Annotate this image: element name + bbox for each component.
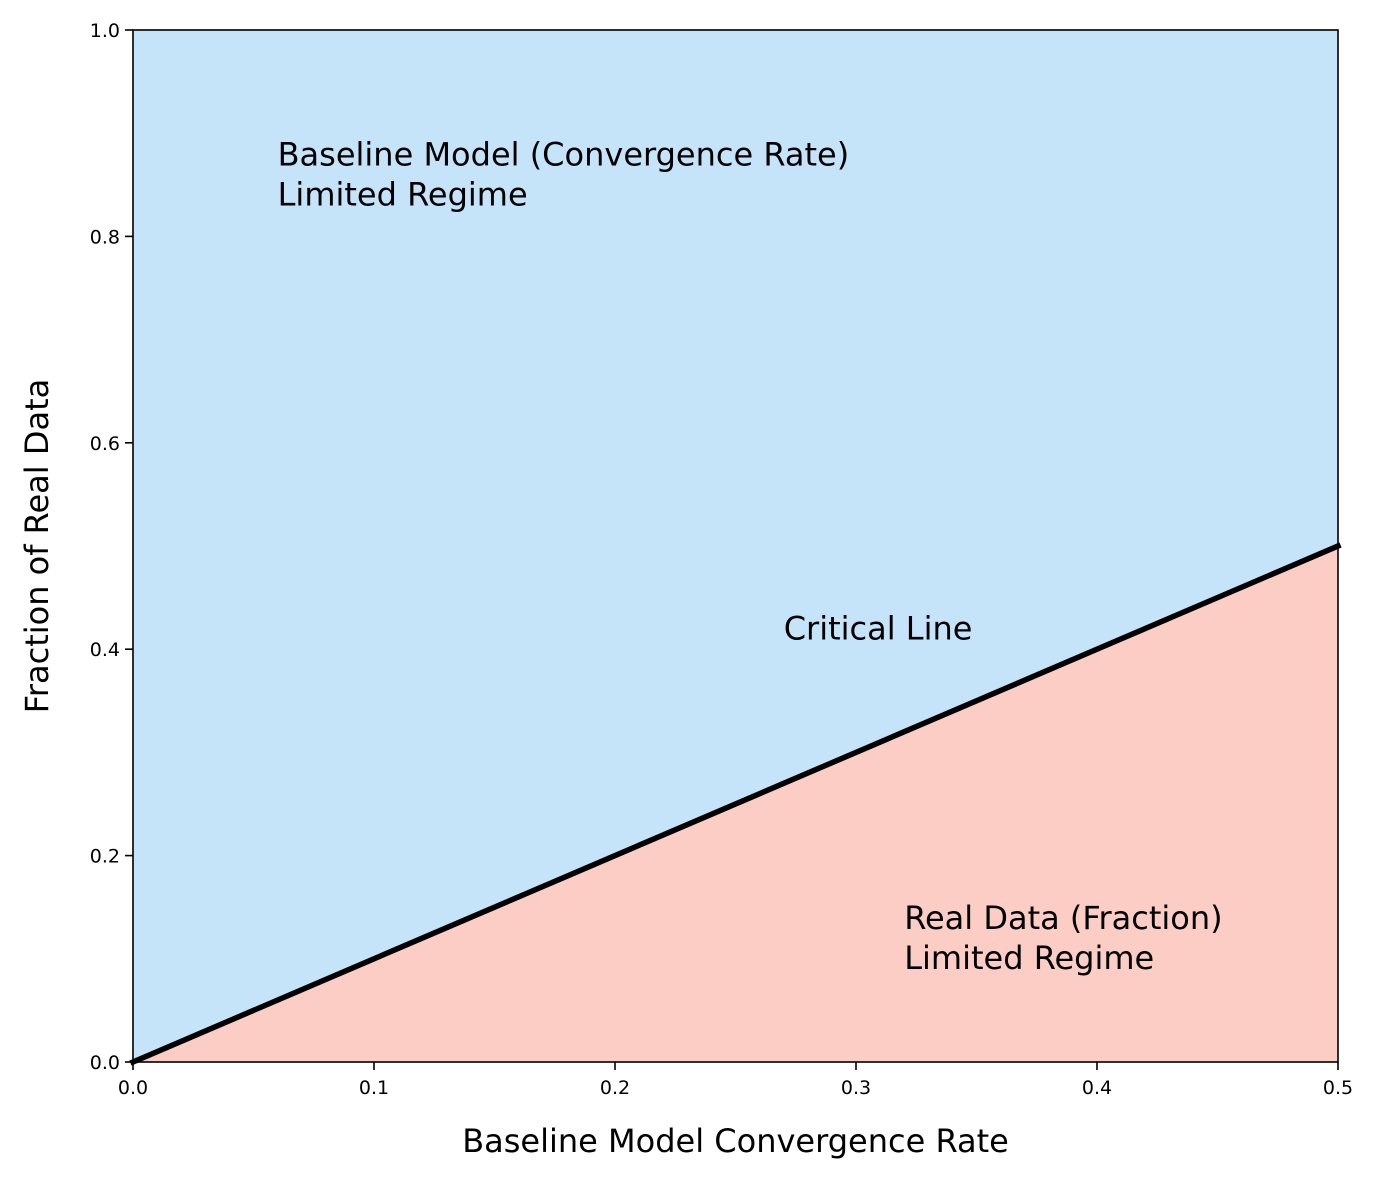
annotation-line: Baseline Model (Convergence Rate) [278,135,850,173]
x-tick-label: 0.4 [1082,1077,1112,1099]
y-tick-label: 0.8 [90,226,120,248]
annotation-line: Limited Regime [278,175,528,213]
region-baseline-limited [133,30,1338,1062]
x-tick-label: 0.1 [359,1077,389,1099]
plot-frame [132,29,1339,1063]
y-tick-label: 0.6 [90,433,120,455]
annotation-critical: Critical Line [784,610,973,648]
x-tick-label: 0.5 [1323,1077,1353,1099]
x-tick-label: 0.2 [600,1077,630,1099]
annotation-baseline: Baseline Model (Convergence Rate) Limited… [278,135,850,213]
annotations-layer: Baseline Model (Convergence Rate) Limited… [278,135,1223,977]
y-tick-label: 0.4 [90,639,120,661]
x-axis-label: Baseline Model Convergence Rate [462,1122,1009,1160]
y-tick-label: 0.2 [90,846,120,868]
y-axis-label: Fraction of Real Data [18,379,56,713]
ticks-layer: 0.0 0.1 0.2 0.3 0.4 0.5 0.0 0.2 0.4 0.6 0.8 1.0 [90,20,1353,1099]
annotation-line: Limited Regime [904,939,1154,977]
lines-layer [129,542,1342,1066]
x-tick-label: 0.0 [118,1077,148,1099]
annotation-line: Real Data (Fraction) [904,899,1222,937]
annotation-realdata: Real Data (Fraction) Limited Regime [904,899,1222,977]
x-tick-label: 0.3 [841,1077,871,1099]
y-tick-label: 0.0 [90,1052,120,1074]
critical-line [129,542,1342,1066]
annotation-line: Critical Line [784,610,973,648]
y-tick-label: 1.0 [90,20,120,42]
